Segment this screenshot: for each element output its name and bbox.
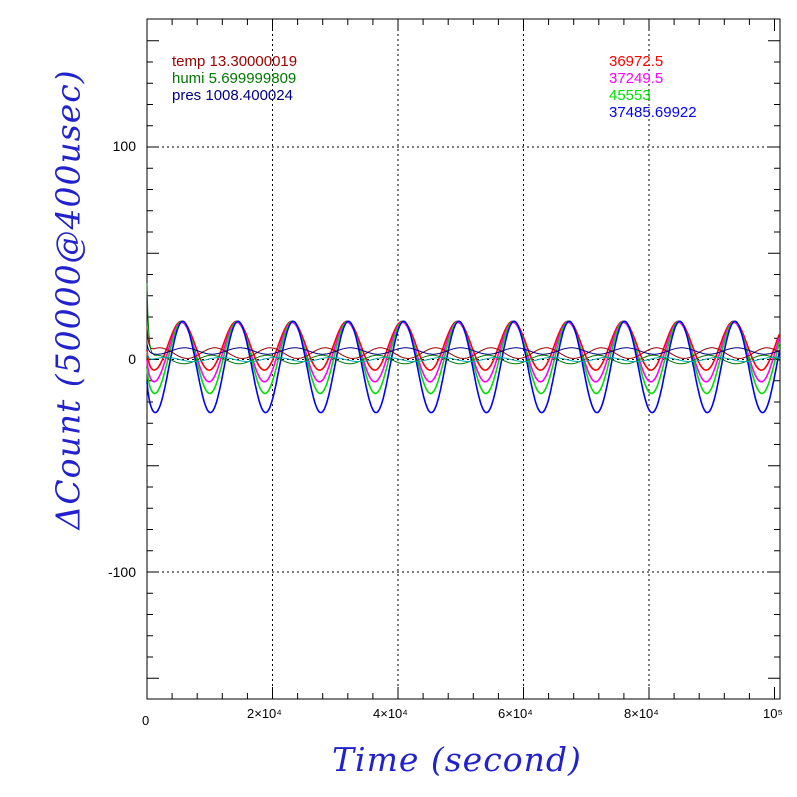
x-axis-title: Time (second) [332,740,582,779]
series-line-7 [146,351,780,363]
x-tick-6e4: 6×10⁴ [498,706,533,721]
legend-entry-magenta: 37249.5 [609,70,664,87]
x-tick-2e4: 2×10⁴ [247,706,282,721]
legend-entry-blue: 37485.69922 [609,104,697,121]
legend-right: 36972.5 37249.5 45553 37485.69922 [609,53,697,121]
y-axis-title: ΔCount (50000@400usec) [48,69,88,530]
legend-entry-temp: temp 13.30000019 [172,53,298,70]
legend-entry-red: 36972.5 [609,53,664,70]
y-tick-100: 100 [112,138,136,154]
grid [147,19,780,699]
x-tick-4e4: 4×10⁴ [373,706,408,721]
legend-entry-pres: pres 1008.400024 [172,87,293,104]
series-line-3 [146,320,781,414]
y-tick-0: 0 [128,351,136,367]
series-line-4 [146,326,780,359]
legend-entry-green: 45553 [609,87,651,104]
series-line-1 [146,321,781,383]
x-tick-0: 0 [142,713,150,728]
x-tick-8e4: 8×10⁴ [624,706,659,721]
y-tick-minus-100: -100 [107,564,136,580]
series-line-2 [146,320,781,395]
x-tick-1e5: 10⁵ [763,706,783,721]
legend-left: temp 13.30000019 humi 5.699999809 pres 1… [172,53,297,104]
legend-entry-humi: humi 5.699999809 [172,70,297,87]
series-line-5 [146,283,780,365]
series-lines [146,283,781,414]
series-line-6 [146,343,780,355]
